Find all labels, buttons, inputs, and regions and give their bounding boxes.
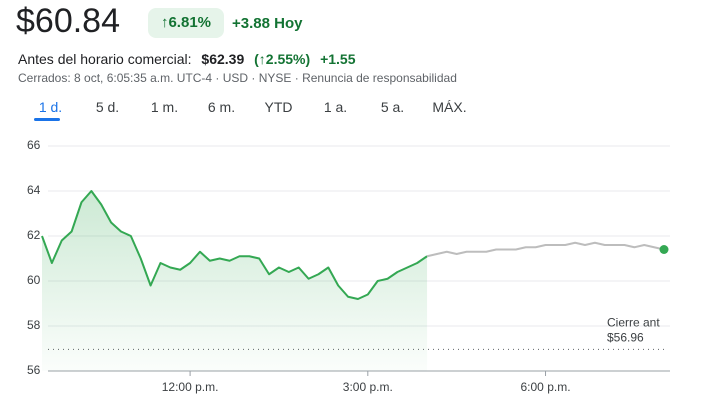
price-line: [41, 190, 428, 300]
y-tick-label: 66: [27, 138, 41, 152]
change-badge: ↑6.81%: [148, 8, 224, 38]
reference-label: Cierre ant: [607, 316, 660, 330]
change: +3.88 Hoy: [232, 15, 303, 32]
x-tick-label: 6:00 p.m.: [521, 380, 571, 394]
range-tab[interactable]: 1 a.: [323, 99, 348, 115]
premarket-pct: (↑2.55%): [254, 51, 311, 67]
y-tick-label: 62: [27, 228, 41, 242]
reference-value: $56.96: [607, 331, 644, 345]
premarket-row: Antes del horario comercial: $62.39 (↑2.…: [18, 51, 362, 67]
y-tick-label: 60: [27, 273, 41, 287]
range-tab[interactable]: 5 a.: [380, 99, 405, 115]
y-tick-label: 58: [27, 318, 41, 332]
range-tab[interactable]: 1 m.: [150, 99, 179, 115]
range-tab[interactable]: MÁX.: [432, 99, 467, 115]
range-tab[interactable]: 6 m.: [207, 99, 236, 115]
area: [42, 191, 428, 371]
premarket-label: Antes del horario comercial:: [18, 51, 192, 67]
range-tabs: 1 d. 5 d. 1 m. 6 m. YTD 1 a. 5 a. MÁX.: [22, 99, 478, 121]
status: Cerrados: 8 oct, 6:05:35 a.m. UTC-4 · US…: [18, 71, 457, 85]
y-tick-label: 56: [27, 363, 41, 377]
range-tab[interactable]: 5 d.: [95, 99, 120, 115]
premarket-price: $62.39: [201, 51, 245, 67]
price-line: [426, 241, 665, 258]
premarket-change: +1.55: [320, 51, 356, 67]
y-tick-label: 64: [27, 183, 41, 197]
x-tick-label: 12:00 p.m.: [162, 380, 219, 394]
x-tick-label: 3:00 p.m.: [343, 380, 393, 394]
end-dot: [659, 245, 669, 254]
price: $60.84: [16, 2, 120, 40]
range-tab[interactable]: YTD: [264, 99, 293, 115]
range-tab[interactable]: 1 d.: [22, 99, 79, 121]
